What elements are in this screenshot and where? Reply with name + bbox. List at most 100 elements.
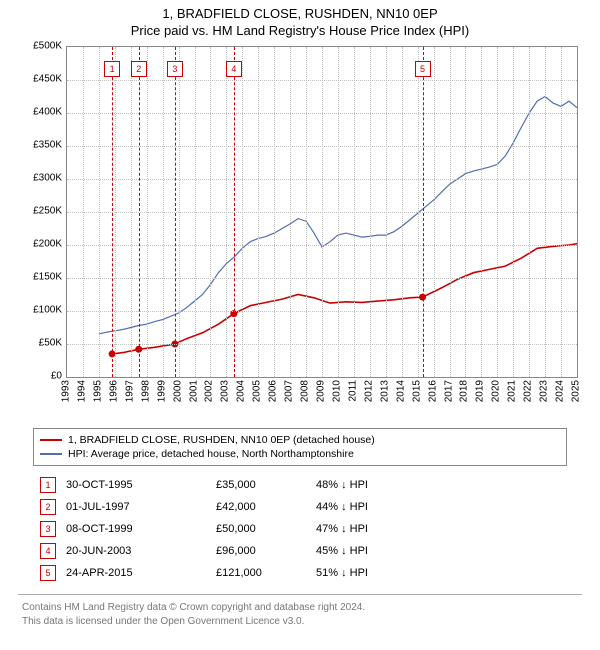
v-gridline [163, 47, 164, 377]
v-gridline [370, 47, 371, 377]
x-tick-label: 2012 [363, 380, 374, 402]
table-row: 308-OCT-1999£50,00047% ↓ HPI [40, 518, 560, 540]
x-tick-label: 2021 [507, 380, 518, 402]
x-tick-label: 2022 [523, 380, 534, 402]
legend-label: 1, BRADFIELD CLOSE, RUSHDEN, NN10 0EP (d… [68, 434, 375, 446]
v-gridline [497, 47, 498, 377]
x-tick-label: 2013 [379, 380, 390, 402]
plot-area: 12 3 4 5 [66, 46, 578, 378]
transaction-marker-box: 1 [104, 61, 120, 77]
y-tick-label: £500K [20, 41, 62, 52]
x-tick-label: 2006 [268, 380, 279, 402]
x-tick-label: 1999 [156, 380, 167, 402]
x-tick-label: 1995 [92, 380, 103, 402]
tx-date: 01-JUL-1997 [66, 501, 206, 513]
footer-line-1: Contains HM Land Registry data © Crown c… [22, 601, 582, 615]
v-gridline [338, 47, 339, 377]
v-gridline [386, 47, 387, 377]
tx-number: 2 [40, 499, 56, 515]
transaction-marker-box: 5 [415, 61, 431, 77]
x-tick-label: 2000 [172, 380, 183, 402]
tx-number: 3 [40, 521, 56, 537]
tx-number: 5 [40, 565, 56, 581]
table-row: 5 24-APR-2015 £121,000 51% ↓ HPI [40, 562, 560, 584]
x-tick-label: 2015 [411, 380, 422, 402]
legend-swatch [40, 453, 62, 455]
transaction-marker-box: 2 [131, 61, 147, 77]
tx-number: 4 [40, 543, 56, 559]
tx-price: £42,000 [216, 501, 306, 513]
v-gridline [545, 47, 546, 377]
x-tick-label: 2005 [252, 380, 263, 402]
transaction-marker-line [423, 47, 424, 377]
y-tick-label: £100K [20, 305, 62, 316]
tx-number: 1 [40, 477, 56, 493]
x-tick-label: 2024 [555, 380, 566, 402]
transaction-table: 130-OCT-1995£35,00048% ↓ HPI201-JUL-1997… [40, 474, 560, 584]
tx-diff: 51% ↓ HPI [316, 567, 436, 579]
x-tick-label: 1993 [61, 380, 72, 402]
v-gridline [402, 47, 403, 377]
v-gridline [450, 47, 451, 377]
tx-price: £121,000 [216, 567, 306, 579]
x-tick-label: 2002 [204, 380, 215, 402]
v-gridline [290, 47, 291, 377]
table-row: 201-JUL-1997£42,00044% ↓ HPI [40, 496, 560, 518]
y-tick-label: £50K [20, 338, 62, 349]
x-tick-label: 2009 [316, 380, 327, 402]
tx-diff: 48% ↓ HPI [316, 479, 436, 491]
v-gridline [274, 47, 275, 377]
x-tick-label: 2018 [459, 380, 470, 402]
v-gridline [99, 47, 100, 377]
y-tick-label: £150K [20, 272, 62, 283]
v-gridline [354, 47, 355, 377]
tx-diff: 45% ↓ HPI [316, 545, 436, 557]
x-tick-label: 2007 [284, 380, 295, 402]
transaction-marker-box: 4 [226, 61, 242, 77]
transaction-marker-box: 3 [167, 61, 183, 77]
v-gridline [561, 47, 562, 377]
v-gridline [147, 47, 148, 377]
v-gridline [465, 47, 466, 377]
legend: 1, BRADFIELD CLOSE, RUSHDEN, NN10 0EP (d… [33, 428, 567, 466]
tx-price: £50,000 [216, 523, 306, 535]
x-tick-label: 2011 [347, 380, 358, 402]
x-tick-label: 2004 [236, 380, 247, 402]
v-gridline [210, 47, 211, 377]
x-tick-label: 2019 [475, 380, 486, 402]
x-tick-label: 2020 [491, 380, 502, 402]
tx-date: 20-JUN-2003 [66, 545, 206, 557]
v-gridline [115, 47, 116, 377]
transaction-marker-line [175, 47, 176, 377]
legend-row: HPI: Average price, detached house, Nort… [40, 447, 560, 461]
title-line-2: Price paid vs. HM Land Registry's House … [0, 23, 600, 38]
transaction-marker-line [112, 47, 113, 377]
y-tick-label: £400K [20, 107, 62, 118]
chart-container: £0£50K£100K£150K£200K£250K£300K£350K£400… [20, 42, 580, 422]
footer: Contains HM Land Registry data © Crown c… [18, 594, 582, 628]
x-tick-label: 2023 [539, 380, 550, 402]
x-tick-label: 1997 [124, 380, 135, 402]
x-tick-label: 1998 [140, 380, 151, 402]
tx-price: £96,000 [216, 545, 306, 557]
table-row: 130-OCT-1995£35,00048% ↓ HPI [40, 474, 560, 496]
v-gridline [195, 47, 196, 377]
chart-title: 1, BRADFIELD CLOSE, RUSHDEN, NN10 0EP Pr… [0, 0, 600, 42]
tx-diff: 47% ↓ HPI [316, 523, 436, 535]
tx-date: 30-OCT-1995 [66, 479, 206, 491]
tx-date: 24-APR-2015 [66, 567, 206, 579]
v-gridline [513, 47, 514, 377]
v-gridline [481, 47, 482, 377]
title-line-1: 1, BRADFIELD CLOSE, RUSHDEN, NN10 0EP [0, 6, 600, 21]
transaction-marker-line [139, 47, 140, 377]
v-gridline [258, 47, 259, 377]
x-tick-label: 2010 [331, 380, 342, 402]
legend-row: 1, BRADFIELD CLOSE, RUSHDEN, NN10 0EP (d… [40, 433, 560, 447]
v-gridline [434, 47, 435, 377]
y-tick-label: £350K [20, 140, 62, 151]
x-tick-label: 2014 [395, 380, 406, 402]
y-tick-label: £450K [20, 74, 62, 85]
footer-line-2: This data is licensed under the Open Gov… [22, 615, 582, 629]
x-tick-label: 2017 [443, 380, 454, 402]
v-gridline [83, 47, 84, 377]
